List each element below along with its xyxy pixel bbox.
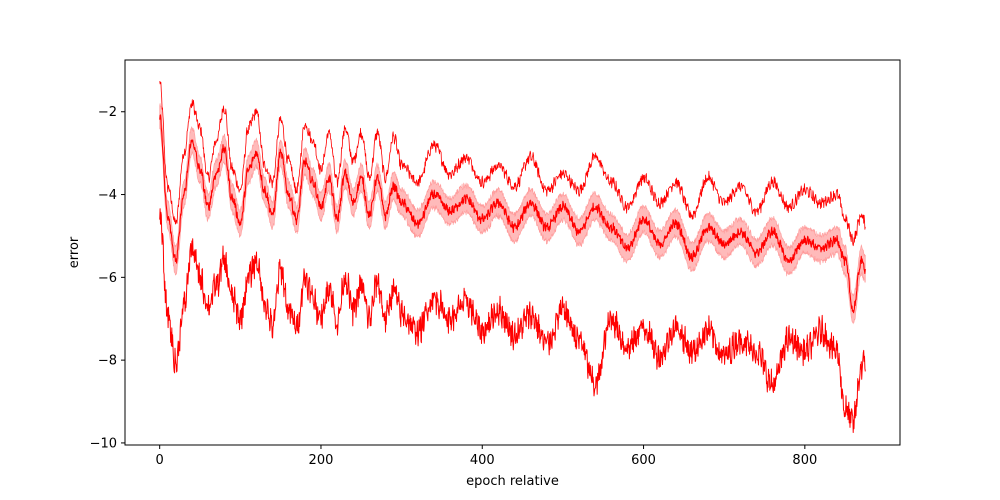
y-tick-label: −2 [98, 105, 117, 120]
y-tick-label: −6 [98, 271, 117, 286]
x-tick-label: 800 [792, 453, 817, 468]
x-tick-label: 400 [470, 453, 495, 468]
series-upper-line [159, 81, 866, 247]
y-tick-label: −8 [98, 354, 117, 369]
series-mean-band [159, 103, 866, 325]
axes-frame [124, 59, 901, 446]
y-tick-label: −10 [90, 436, 117, 451]
x-tick-label: 200 [309, 453, 334, 468]
x-axis: 0 200 400 600 800 [156, 445, 817, 468]
y-axis: −10 −8 −6 −4 −2 [90, 105, 125, 451]
series-lower-line [159, 208, 866, 433]
series-mean-line [159, 114, 866, 314]
x-axis-label: epoch relative [466, 474, 559, 489]
x-tick-label: 0 [156, 453, 164, 468]
y-tick-label: −4 [98, 188, 117, 203]
plot-area [159, 81, 866, 433]
series-group [159, 81, 866, 433]
y-axis-label: error [67, 236, 82, 268]
x-tick-label: 600 [631, 453, 656, 468]
